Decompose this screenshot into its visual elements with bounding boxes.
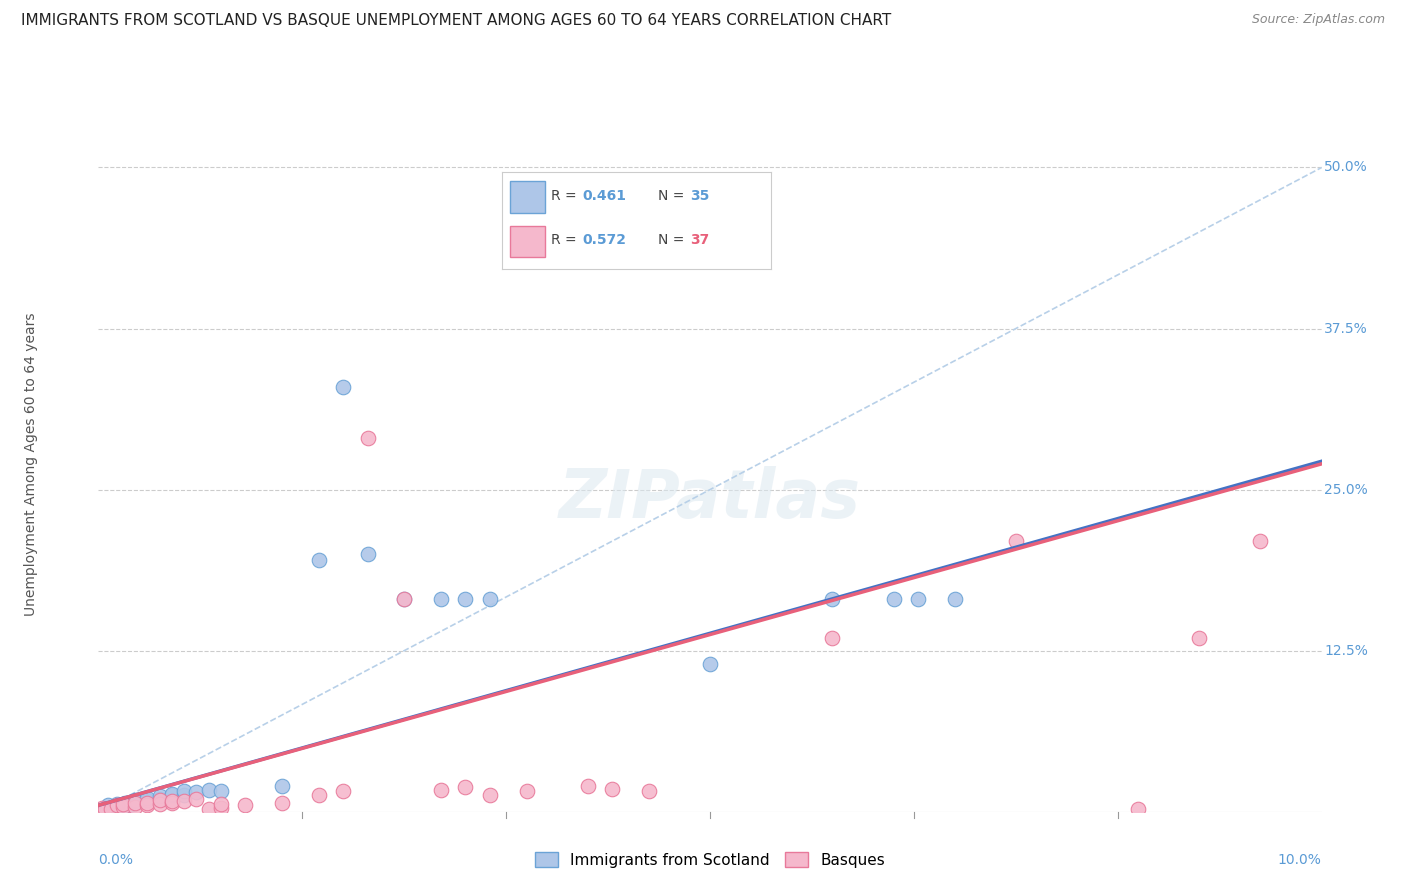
Point [478,788,501,802]
Point [907,592,929,607]
Text: 25.0%: 25.0% [1324,483,1368,497]
Text: 35: 35 [690,189,710,203]
Point [821,592,844,607]
Point [173,788,195,802]
Point [454,592,477,607]
Point [516,784,538,798]
Point [124,796,146,810]
Point [576,779,599,793]
Point [149,793,172,807]
Point [270,796,292,810]
Point [1249,534,1271,549]
Point [600,781,623,796]
Text: Source: ZipAtlas.com: Source: ZipAtlas.com [1251,13,1385,27]
Point [332,784,354,798]
Point [136,790,159,805]
Point [124,793,146,807]
Point [209,797,232,811]
Point [149,792,172,806]
Text: R =: R = [551,233,581,247]
Text: 37: 37 [690,233,710,247]
Point [160,794,183,808]
FancyBboxPatch shape [510,227,546,257]
Point [197,782,219,797]
Point [173,784,195,798]
Text: Unemployment Among Ages 60 to 64 years: Unemployment Among Ages 60 to 64 years [24,312,38,615]
Point [186,792,208,806]
Point [186,785,208,799]
Text: 37.5%: 37.5% [1324,321,1368,335]
Point [105,797,128,811]
Point [97,798,120,813]
Point [332,379,354,393]
Point [478,592,501,607]
Text: 0.572: 0.572 [583,233,627,247]
Point [197,802,219,816]
Point [124,799,146,814]
Point [883,592,905,607]
Point [93,802,115,816]
Point [149,789,172,804]
Point [821,631,844,645]
Point [173,794,195,808]
Point [114,796,136,810]
Text: 50.0%: 50.0% [1324,161,1368,175]
Point [100,801,122,815]
Point [111,797,134,811]
Point [454,780,477,795]
Text: N =: N = [658,233,689,247]
Point [136,798,159,813]
Point [308,788,330,802]
Point [356,547,378,561]
Point [209,784,232,798]
Point [430,592,453,607]
Point [124,794,146,808]
Point [105,798,128,813]
Point [91,801,114,815]
Point [233,798,256,813]
Point [160,796,183,810]
Text: 0.0%: 0.0% [98,854,134,867]
Text: IMMIGRANTS FROM SCOTLAND VS BASQUE UNEMPLOYMENT AMONG AGES 60 TO 64 YEARS CORREL: IMMIGRANTS FROM SCOTLAND VS BASQUE UNEMP… [21,13,891,29]
Text: 12.5%: 12.5% [1324,644,1368,657]
Point [111,797,134,811]
Point [100,802,122,816]
Point [110,798,132,813]
Point [101,799,124,814]
Point [209,801,232,815]
Point [392,592,416,607]
Text: ZIPatlas: ZIPatlas [560,466,860,532]
Point [1188,631,1211,645]
Point [160,788,183,802]
Point [637,784,661,798]
Point [699,657,721,671]
Point [392,592,416,607]
Point [308,553,330,567]
Point [270,779,292,793]
Point [136,793,159,807]
Text: 10.0%: 10.0% [1278,854,1322,867]
Point [149,797,172,811]
Point [118,798,141,813]
Point [943,592,966,607]
Legend: Immigrants from Scotland, Basques: Immigrants from Scotland, Basques [529,846,891,873]
Text: 0.461: 0.461 [583,189,627,203]
Point [93,802,115,816]
Point [1004,534,1026,549]
Text: R =: R = [551,189,581,203]
Point [136,796,159,810]
Point [430,782,453,797]
Point [356,431,378,445]
Point [160,787,183,801]
Point [1128,802,1150,816]
Text: N =: N = [658,189,689,203]
Point [111,799,134,814]
FancyBboxPatch shape [510,181,546,212]
